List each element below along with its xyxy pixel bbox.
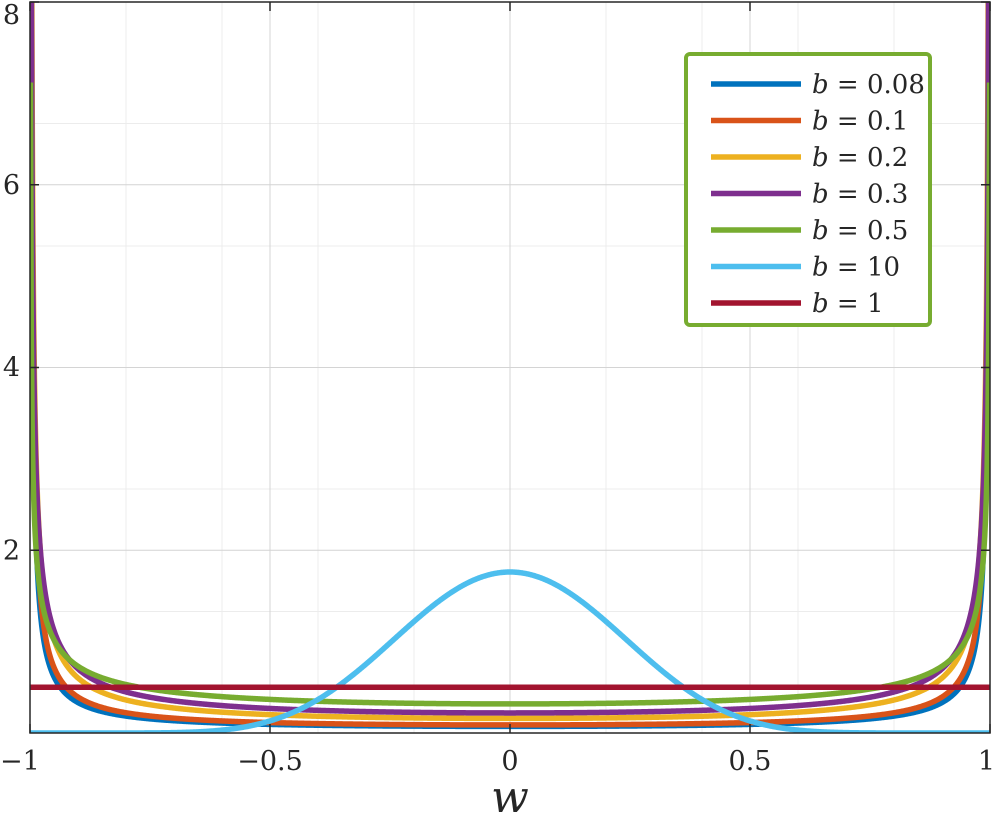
tick-labels: −1 −0.5 0 0.5 1 2 4 6 8: [0, 0, 995, 777]
legend-label: b = 0.08: [812, 70, 925, 100]
x-tick-label: −0.5: [237, 746, 303, 777]
series-line: [30, 2, 990, 722]
series-line: [30, 569, 990, 733]
legend-label: b = 0.5: [812, 216, 908, 246]
x-tick-label: 0: [501, 746, 518, 777]
series-line: [30, 82, 990, 707]
y-tick-label: 4: [3, 353, 20, 384]
legend-label: b = 0.1: [812, 107, 908, 137]
legend-label: b = 1: [812, 289, 884, 319]
legend-label: b = 0.2: [812, 143, 908, 173]
x-axis-label: w: [491, 772, 529, 817]
x-tick-label: 0.5: [729, 746, 772, 777]
legend: b = 0.08 b = 0.1 b = 0.2 b = 0.3 b = 0.5 b = …: [684, 52, 932, 327]
axes: [29, 1, 991, 734]
legend-label: b = 10: [812, 253, 900, 283]
y-tick-label: 2: [3, 535, 20, 566]
legend-label: b = 0.3: [812, 180, 908, 210]
x-tick-label: 1: [978, 746, 995, 777]
y-tick-label: 6: [3, 170, 20, 201]
y-tick-label: 8: [3, 0, 20, 31]
x-tick-label: −1: [0, 746, 40, 777]
series-line: [30, 2, 990, 716]
